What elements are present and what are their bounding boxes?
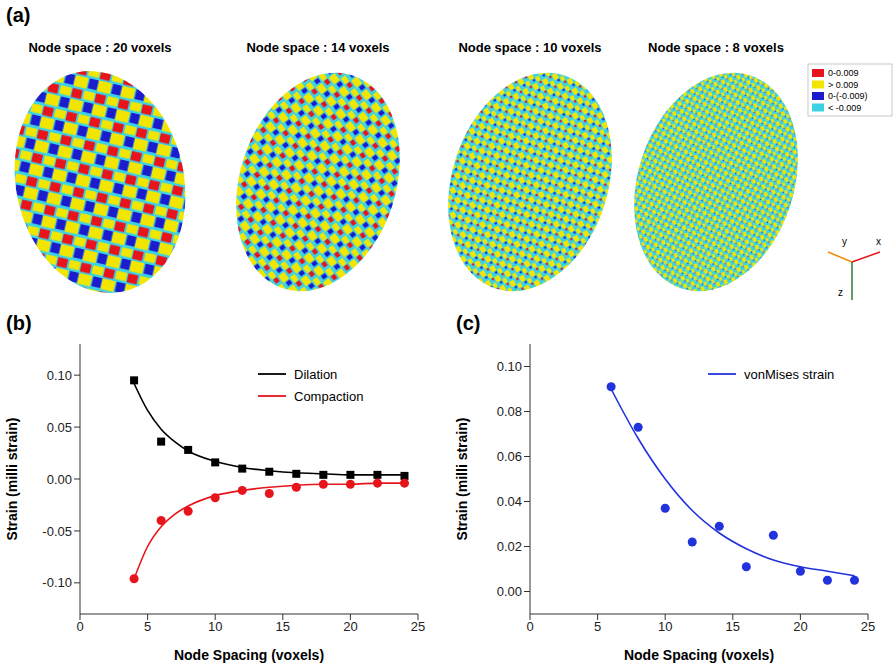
svg-text:0: 0 bbox=[76, 619, 83, 634]
svg-text:0.04: 0.04 bbox=[497, 494, 522, 509]
svg-text:0.10: 0.10 bbox=[47, 368, 72, 383]
svg-text:-0.10: -0.10 bbox=[42, 575, 72, 590]
svg-text:< -0.009: < -0.009 bbox=[828, 103, 861, 113]
svg-text:Node Spacing (voxels): Node Spacing (voxels) bbox=[174, 647, 324, 663]
html-text:(c): (c) bbox=[456, 312, 481, 334]
svg-text:10: 10 bbox=[208, 619, 222, 634]
svg-text:15: 15 bbox=[276, 619, 290, 634]
svg-text:15: 15 bbox=[726, 619, 740, 634]
html-text:(b): (b) bbox=[6, 312, 32, 334]
svg-text:0.06: 0.06 bbox=[497, 449, 522, 464]
svg-text:20: 20 bbox=[793, 619, 807, 634]
svg-text:25: 25 bbox=[411, 619, 425, 634]
svg-text:5: 5 bbox=[144, 619, 151, 634]
svg-text:0.08: 0.08 bbox=[497, 404, 522, 419]
svg-text:0-0.009: 0-0.009 bbox=[828, 68, 859, 78]
svg-text:Node space : 10 voxels: Node space : 10 voxels bbox=[458, 40, 601, 55]
svg-text:Node space : 8 voxels: Node space : 8 voxels bbox=[648, 40, 784, 55]
svg-text:Strain (milli strain): Strain (milli strain) bbox=[4, 418, 20, 541]
svg-text:0-(-0.009): 0-(-0.009) bbox=[828, 91, 868, 101]
svg-text:Strain (milli strain): Strain (milli strain) bbox=[454, 418, 470, 541]
svg-text:0: 0 bbox=[526, 619, 533, 634]
svg-text:Node Spacing (voxels): Node Spacing (voxels) bbox=[624, 647, 774, 663]
svg-text:0.00: 0.00 bbox=[47, 472, 72, 487]
svg-text:> 0.009: > 0.009 bbox=[828, 80, 858, 90]
svg-text:x: x bbox=[876, 236, 881, 247]
svg-text:5: 5 bbox=[594, 619, 601, 634]
svg-text:Node space : 20 voxels: Node space : 20 voxels bbox=[28, 40, 171, 55]
svg-text:Node space : 14 voxels: Node space : 14 voxels bbox=[246, 40, 389, 55]
svg-text:25: 25 bbox=[861, 619, 875, 634]
svg-text:0.10: 0.10 bbox=[497, 359, 522, 374]
svg-text:10: 10 bbox=[658, 619, 672, 634]
svg-text:0.05: 0.05 bbox=[47, 420, 72, 435]
svg-text:20: 20 bbox=[343, 619, 357, 634]
svg-text:y: y bbox=[842, 236, 847, 247]
svg-text:Compaction: Compaction bbox=[294, 389, 363, 404]
svg-text:Dilation: Dilation bbox=[294, 367, 337, 382]
svg-text:0.02: 0.02 bbox=[497, 539, 522, 554]
svg-text:0.00: 0.00 bbox=[497, 584, 522, 599]
svg-text:z: z bbox=[838, 287, 843, 298]
svg-text:(a): (a) bbox=[6, 4, 30, 26]
svg-text:vonMises strain: vonMises strain bbox=[744, 367, 834, 382]
svg-text:-0.05: -0.05 bbox=[42, 524, 72, 539]
